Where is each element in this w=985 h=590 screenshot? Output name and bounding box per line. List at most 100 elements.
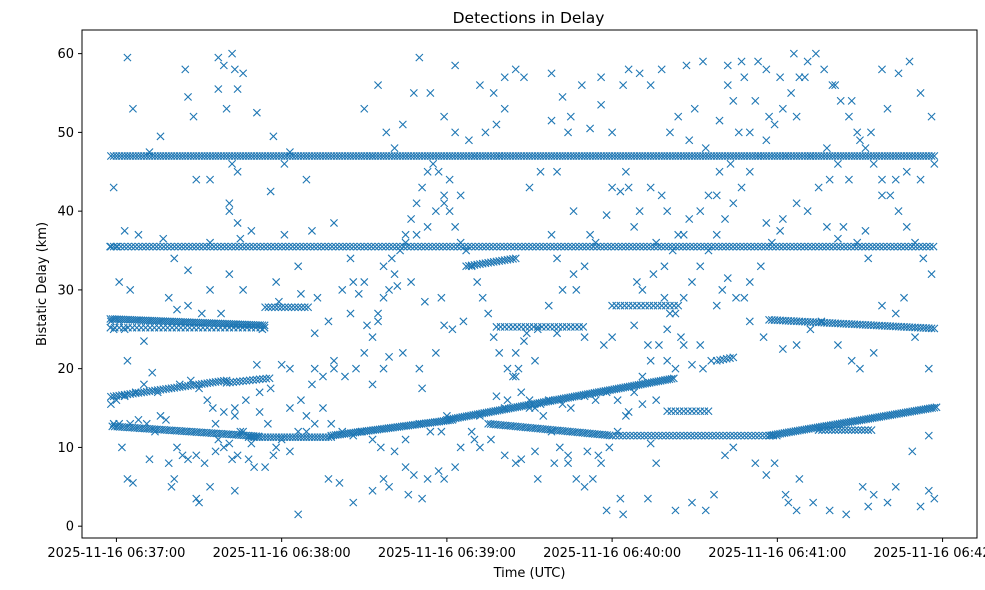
data-point bbox=[401, 238, 410, 247]
data-point bbox=[927, 112, 936, 121]
data-point bbox=[833, 234, 842, 243]
data-point bbox=[857, 426, 866, 435]
data-point bbox=[725, 242, 734, 251]
data-point bbox=[930, 403, 939, 412]
data-point bbox=[449, 242, 458, 251]
data-point bbox=[747, 431, 756, 440]
data-point bbox=[324, 474, 333, 483]
data-point bbox=[230, 411, 239, 420]
data-point bbox=[833, 341, 842, 350]
data-point bbox=[239, 427, 248, 436]
data-point bbox=[704, 191, 713, 200]
data-point bbox=[596, 242, 605, 251]
data-point bbox=[281, 242, 290, 251]
data-point bbox=[668, 431, 677, 440]
data-point bbox=[616, 187, 625, 196]
data-point bbox=[360, 278, 369, 287]
data-point bbox=[217, 242, 226, 251]
data-point bbox=[803, 57, 812, 66]
data-point bbox=[189, 112, 198, 121]
data-point bbox=[555, 443, 564, 452]
data-point bbox=[723, 61, 732, 70]
data-point bbox=[782, 242, 791, 251]
data-point bbox=[764, 242, 773, 251]
data-point bbox=[651, 431, 660, 440]
data-point bbox=[294, 427, 303, 436]
data-point bbox=[277, 360, 286, 369]
data-point bbox=[847, 242, 856, 251]
data-point bbox=[270, 242, 279, 251]
data-point bbox=[719, 355, 728, 364]
data-point bbox=[671, 506, 680, 515]
data-point bbox=[792, 112, 801, 121]
data-point bbox=[591, 238, 600, 247]
data-point bbox=[149, 242, 158, 251]
chart-title: Detections in Delay bbox=[453, 9, 605, 27]
data-point bbox=[233, 85, 242, 94]
data-point bbox=[318, 404, 327, 413]
data-point bbox=[872, 242, 881, 251]
data-point bbox=[660, 293, 669, 302]
data-point bbox=[676, 333, 685, 342]
data-point bbox=[536, 167, 545, 176]
data-point bbox=[442, 242, 451, 251]
data-point bbox=[138, 242, 147, 251]
data-point bbox=[456, 443, 465, 452]
data-point bbox=[626, 431, 635, 440]
data-point bbox=[927, 152, 936, 161]
data-point bbox=[297, 303, 306, 312]
data-point bbox=[632, 278, 641, 287]
data-point bbox=[825, 175, 834, 184]
data-point bbox=[181, 242, 190, 251]
data-point bbox=[861, 226, 870, 235]
data-point bbox=[249, 242, 258, 251]
data-point bbox=[170, 474, 179, 483]
data-point bbox=[795, 73, 804, 82]
data-point bbox=[296, 289, 305, 298]
data-point bbox=[850, 242, 859, 251]
data-point bbox=[679, 293, 688, 302]
data-point bbox=[374, 81, 383, 90]
data-point bbox=[131, 242, 140, 251]
data-point bbox=[770, 459, 779, 468]
data-point bbox=[579, 322, 588, 331]
data-point bbox=[781, 152, 790, 161]
data-point bbox=[582, 242, 591, 251]
data-point bbox=[442, 411, 451, 420]
data-point bbox=[635, 207, 644, 216]
data-point bbox=[787, 89, 796, 97]
data-point bbox=[429, 159, 438, 168]
data-point bbox=[618, 431, 627, 440]
data-point bbox=[120, 242, 129, 251]
data-point bbox=[188, 242, 197, 251]
data-point bbox=[225, 199, 234, 208]
data-point bbox=[440, 191, 449, 200]
data-point bbox=[722, 354, 731, 363]
data-point bbox=[532, 242, 541, 251]
data-point bbox=[599, 341, 608, 350]
data-point bbox=[131, 388, 140, 397]
data-point bbox=[699, 57, 707, 66]
data-point bbox=[303, 242, 311, 251]
data-point bbox=[929, 242, 938, 251]
data-point bbox=[214, 85, 223, 94]
data-point bbox=[296, 396, 305, 405]
data-point bbox=[412, 199, 421, 208]
data-point bbox=[123, 474, 132, 483]
data-point bbox=[521, 242, 530, 251]
data-point bbox=[299, 242, 308, 251]
data-point bbox=[163, 242, 172, 251]
data-point bbox=[844, 112, 853, 121]
data-point bbox=[683, 431, 692, 440]
y-tick-label: 20 bbox=[57, 362, 74, 377]
data-point bbox=[269, 132, 278, 141]
data-point bbox=[779, 242, 788, 251]
data-point bbox=[569, 270, 578, 279]
data-point bbox=[690, 431, 699, 440]
data-point bbox=[128, 104, 137, 113]
data-point bbox=[744, 431, 753, 440]
data-point bbox=[818, 242, 827, 251]
data-point bbox=[511, 348, 520, 357]
data-point bbox=[134, 230, 143, 239]
